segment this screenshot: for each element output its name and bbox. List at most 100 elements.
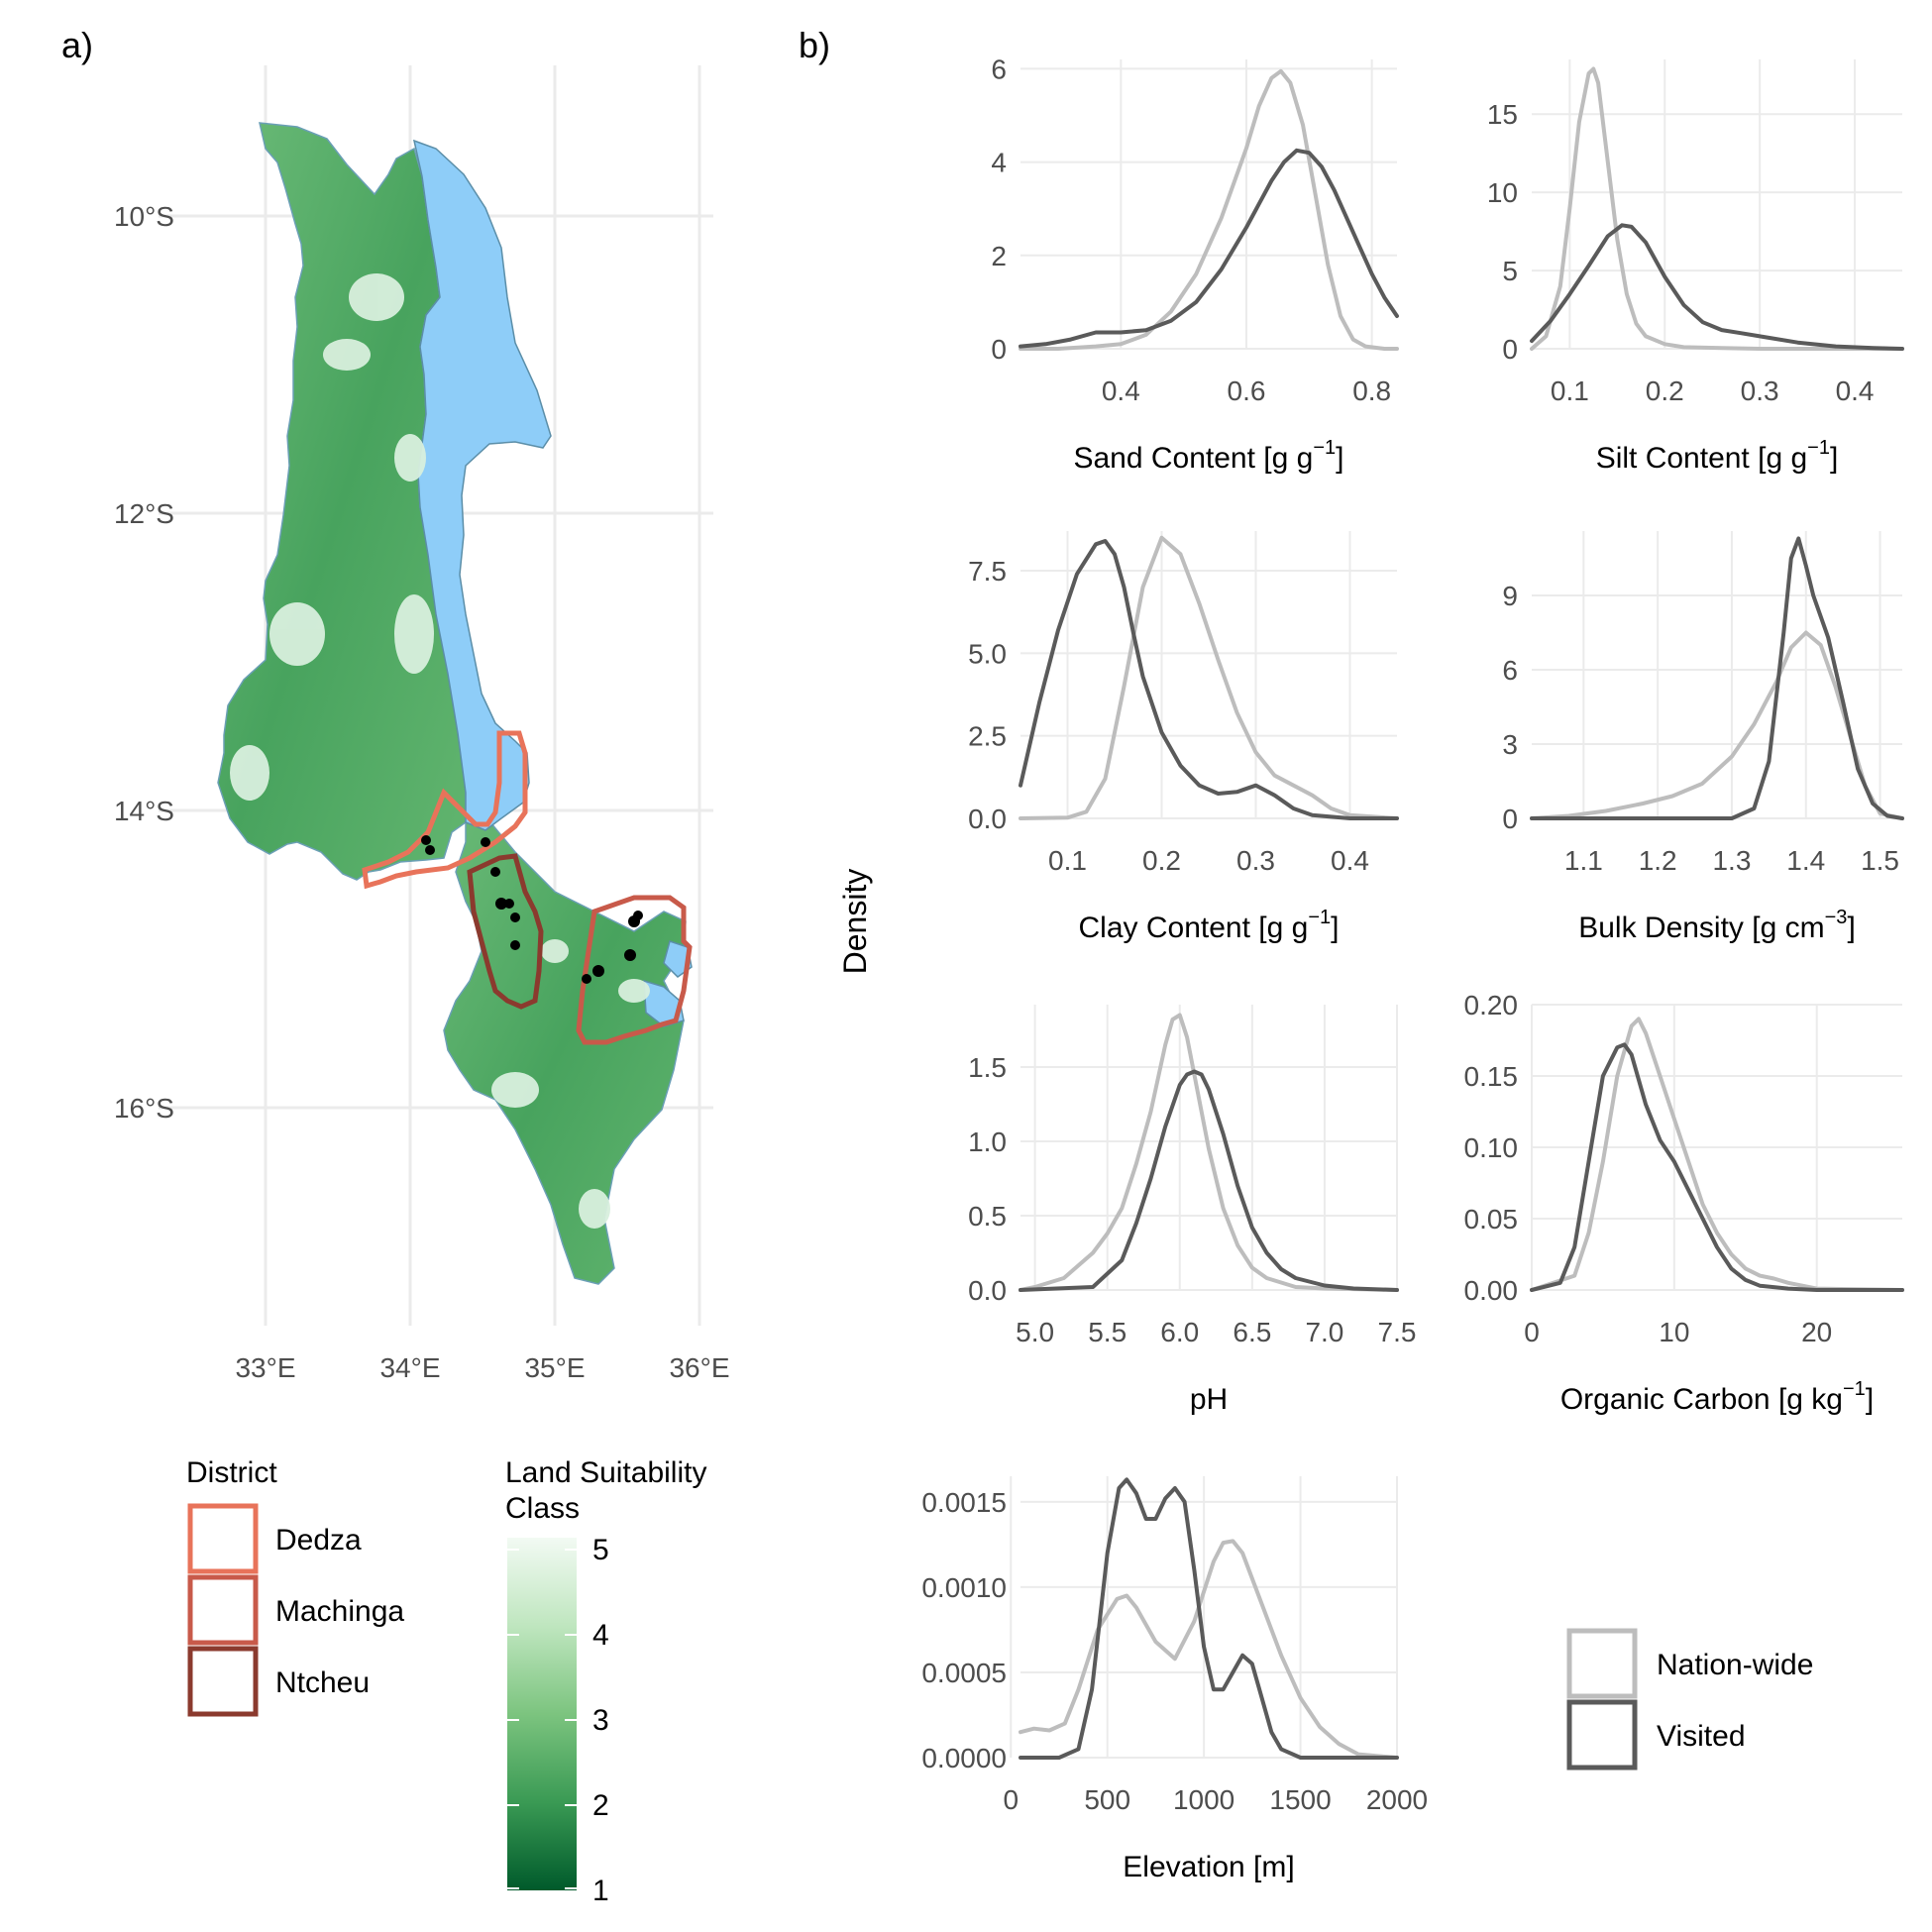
organic-carbon-ytick-label: 0.15 xyxy=(1464,1061,1519,1092)
bulk-density-xtick-label: 1.2 xyxy=(1639,845,1677,876)
suitability-colorbar xyxy=(507,1538,577,1890)
legend-label-dedza: Dedza xyxy=(275,1524,362,1556)
clay-content-ytick-label: 2.5 xyxy=(968,721,1007,752)
ph-nation-wide-line xyxy=(1019,1013,1399,1292)
organic-carbon-ytick-label: 0.10 xyxy=(1464,1132,1519,1163)
lat-tick-16: 16°S xyxy=(114,1093,174,1124)
clay-content-xtick-label: 0.2 xyxy=(1142,845,1181,876)
legend-key-dedza xyxy=(187,1503,259,1574)
map-lon-labels: 33°E 34°E 35°E 36°E xyxy=(235,1352,729,1383)
ph-xtick-label: 7.0 xyxy=(1305,1317,1343,1347)
lon-tick-34: 34°E xyxy=(379,1352,440,1383)
elevation-xlabel: Elevation [m] xyxy=(1123,1851,1294,1883)
ph-ytick-label: 0.0 xyxy=(968,1275,1007,1306)
sand-content-xtick-label: 0.6 xyxy=(1228,376,1266,406)
elevation-xtick-label: 1000 xyxy=(1173,1784,1234,1815)
silt-content-xtick-label: 0.3 xyxy=(1741,376,1779,406)
elevation-ytick-label: 0.0015 xyxy=(921,1487,1007,1518)
lat-tick-12: 12°S xyxy=(114,498,174,529)
legend-label-ntcheu: Ntcheu xyxy=(275,1666,370,1699)
silt-content-xtick-label: 0.2 xyxy=(1646,376,1684,406)
malawi-map: 33°E 34°E 35°E 36°E 10°S 12°S 14°S 16°S xyxy=(114,65,730,1383)
sand-content-panel: 0.4 0.6 0.8 0 2 4 6 Sand Content [g g−1] xyxy=(991,54,1399,475)
suitability-tick-2: 2 xyxy=(592,1789,609,1822)
ph-xlabel: pH xyxy=(1190,1383,1228,1416)
country-land-south xyxy=(443,790,687,1285)
lat-tick-14: 14°S xyxy=(114,796,174,826)
lon-tick-36: 36°E xyxy=(669,1352,729,1383)
legend-suitability-title-2: Class xyxy=(505,1492,580,1525)
silt-content-ytick-label: 10 xyxy=(1487,177,1518,208)
organic-carbon-xtick-label: 20 xyxy=(1801,1317,1832,1347)
map-light-patches xyxy=(230,273,650,1229)
organic-carbon-panel: 0 10 20 0.00 0.05 0.10 0.15 0.20 Organic Carbon … xyxy=(1464,990,1904,1416)
legend-series: Nation-wide Visited xyxy=(1566,1628,1813,1771)
elevation-xtick-label: 1500 xyxy=(1269,1784,1331,1815)
district-machinga-outline xyxy=(576,895,693,1045)
silt-content-xtick-label: 0.1 xyxy=(1551,376,1589,406)
legend-key-nation-wide xyxy=(1566,1628,1638,1699)
legend-suitability: Land Suitability Class 5 4 3 2 1 xyxy=(505,1456,706,1907)
organic-carbon-ytick-label: 0.05 xyxy=(1464,1204,1519,1234)
elevation-ytick-label: 0.0000 xyxy=(921,1743,1007,1773)
sand-content-ytick-label: 0 xyxy=(991,334,1007,365)
ph-visited-line xyxy=(1019,1069,1399,1292)
district-ntcheu-outline xyxy=(467,853,544,1010)
sand-content-nation-wide-line xyxy=(1019,68,1399,351)
lake-malawi xyxy=(412,139,552,831)
ph-xtick-label: 7.5 xyxy=(1378,1317,1417,1347)
panel-label-a: a) xyxy=(61,25,93,65)
lon-tick-35: 35°E xyxy=(524,1352,585,1383)
clay-content-ytick-label: 7.5 xyxy=(968,556,1007,587)
silt-content-ytick-label: 15 xyxy=(1487,99,1518,130)
clay-content-xtick-label: 0.4 xyxy=(1331,845,1369,876)
bulk-density-xtick-label: 1.3 xyxy=(1712,845,1751,876)
bulk-density-visited-line xyxy=(1530,536,1904,820)
silt-content-visited-line xyxy=(1530,223,1904,351)
silt-content-ytick-label: 5 xyxy=(1502,256,1518,286)
district-dedza-outline xyxy=(362,730,528,890)
elevation-xtick-label: 0 xyxy=(1003,1784,1019,1815)
lat-tick-10: 10°S xyxy=(114,201,174,232)
ph-xtick-label: 6.5 xyxy=(1233,1317,1271,1347)
visited-sites xyxy=(421,835,643,984)
organic-carbon-nation-wide-line xyxy=(1530,1017,1904,1292)
bulk-density-panel: 1.1 1.2 1.3 1.4 1.5 0 3 6 9 Bulk Density [g cm−3] xyxy=(1502,531,1904,944)
bulk-density-ytick-label: 9 xyxy=(1502,581,1518,611)
bulk-density-xtick-label: 1.4 xyxy=(1786,845,1825,876)
ph-xtick-label: 6.0 xyxy=(1160,1317,1199,1347)
elevation-ytick-label: 0.0010 xyxy=(921,1572,1007,1603)
clay-content-ytick-label: 0.0 xyxy=(968,804,1007,834)
legend-label-visited: Visited xyxy=(1657,1720,1746,1753)
sand-content-xtick-label: 0.8 xyxy=(1352,376,1391,406)
clay-content-visited-line xyxy=(1019,539,1399,820)
ph-xtick-label: 5.0 xyxy=(1016,1317,1054,1347)
elevation-xtick-label: 500 xyxy=(1084,1784,1130,1815)
bulk-density-xtick-label: 1.5 xyxy=(1861,845,1899,876)
clay-content-xtick-label: 0.3 xyxy=(1236,845,1275,876)
silt-content-nation-wide-line xyxy=(1530,66,1904,351)
elevation-panel: 0 500 1000 1500 2000 0.0000 0.0005 0.0010 0.0015… xyxy=(921,1476,1428,1883)
sand-content-xtick-label: 0.4 xyxy=(1102,376,1140,406)
panel-label-b: b) xyxy=(799,25,830,65)
organic-carbon-ytick-label: 0.20 xyxy=(1464,990,1519,1020)
organic-carbon-visited-line xyxy=(1530,1042,1904,1292)
legend-suitability-title-1: Land Suitability xyxy=(505,1456,706,1489)
legend-district: District Dedza Machinga Ntcheu xyxy=(186,1456,404,1717)
sand-content-ytick-label: 6 xyxy=(991,54,1007,84)
bulk-density-ytick-label: 3 xyxy=(1502,729,1518,760)
clay-content-xlabel: Clay Content [g g−1] xyxy=(1079,907,1340,944)
silt-content-panel: 0.1 0.2 0.3 0.4 0 5 10 15 Silt Content [g g−1] xyxy=(1487,59,1904,475)
legend-key-machinga xyxy=(187,1574,259,1646)
organic-carbon-xtick-label: 0 xyxy=(1524,1317,1540,1347)
silt-content-xtick-label: 0.4 xyxy=(1836,376,1875,406)
ph-panel: 5.0 5.5 6.0 6.5 7.0 7.5 0.0 0.5 1.0 1.5 pH xyxy=(968,1005,1416,1416)
elevation-visited-line xyxy=(1019,1477,1399,1760)
sand-content-xlabel: Sand Content [g g−1] xyxy=(1073,437,1343,475)
suitability-tick-5: 5 xyxy=(592,1534,609,1566)
clay-content-xtick-label: 0.1 xyxy=(1048,845,1087,876)
ph-ytick-label: 1.5 xyxy=(968,1052,1007,1083)
organic-carbon-xlabel: Organic Carbon [g kg−1] xyxy=(1560,1378,1874,1416)
suitability-tick-3: 3 xyxy=(592,1704,609,1737)
legend-key-ntcheu xyxy=(187,1646,259,1717)
